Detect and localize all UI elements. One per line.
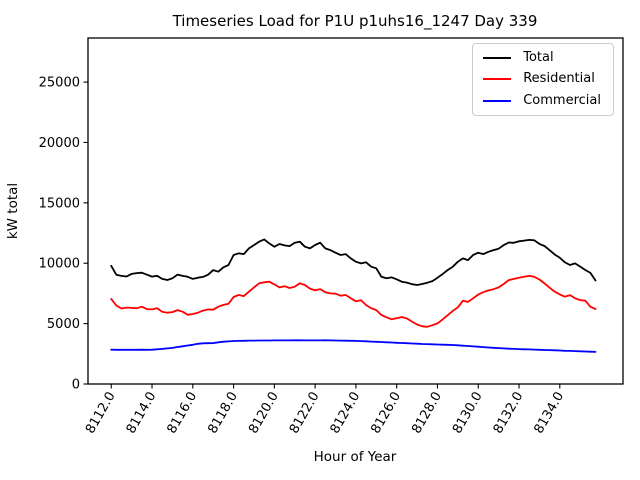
x-tick-label: 8128.0 [409, 390, 445, 437]
x-tick-label: 8120.0 [246, 390, 282, 437]
x-tick-label: 8126.0 [368, 390, 404, 437]
legend-line-sample-total [483, 57, 512, 60]
x-tick-label: 8112.0 [83, 390, 119, 437]
plot-frame [87, 37, 624, 385]
x-tick-label: 8118.0 [205, 390, 241, 437]
legend-item-commercial: Commercial [483, 92, 601, 108]
series-line-total [110, 238, 597, 286]
y-axis-label: kW total [5, 183, 21, 239]
y-tick-label: 15000 [39, 196, 80, 211]
legend-item-residential: Residential [483, 71, 601, 87]
chart-title: Timeseries Load for P1U p1uhs16_1247 Day… [172, 12, 538, 31]
legend: Total Residential Commercial [472, 43, 614, 116]
x-tick-label: 8122.0 [287, 390, 323, 437]
series-line-residential [110, 274, 597, 328]
legend-line-sample-residential [483, 78, 512, 81]
x-axis-label: Hour of Year [314, 449, 397, 465]
axis-ticks: 8112.0 8114.0 8116.0 8118.0 8120.0 8122.0 8124… [39, 76, 568, 437]
x-tick-label: 8116.0 [165, 390, 201, 437]
x-tick-label: 8132.0 [491, 390, 527, 437]
legend-item-total: Total [483, 50, 601, 65]
legend-label-total: Total [523, 50, 554, 65]
legend-label-residential: Residential [523, 71, 595, 87]
x-tick-label: 8124.0 [328, 390, 364, 437]
x-tick-label: 8134.0 [532, 390, 568, 437]
y-tick-label: 10000 [39, 257, 80, 272]
y-tick-label: 25000 [39, 76, 80, 91]
series-lines [110, 238, 597, 353]
x-tick-label: 8130.0 [450, 390, 486, 437]
y-tick-label: 20000 [39, 136, 80, 151]
x-tick-label: 8114.0 [124, 390, 160, 437]
legend-label-commercial: Commercial [523, 92, 601, 108]
y-tick-label: 0 [72, 378, 80, 393]
legend-line-sample-commercial [483, 99, 512, 102]
y-tick-label: 5000 [47, 317, 80, 332]
series-line-commercial [110, 339, 597, 353]
